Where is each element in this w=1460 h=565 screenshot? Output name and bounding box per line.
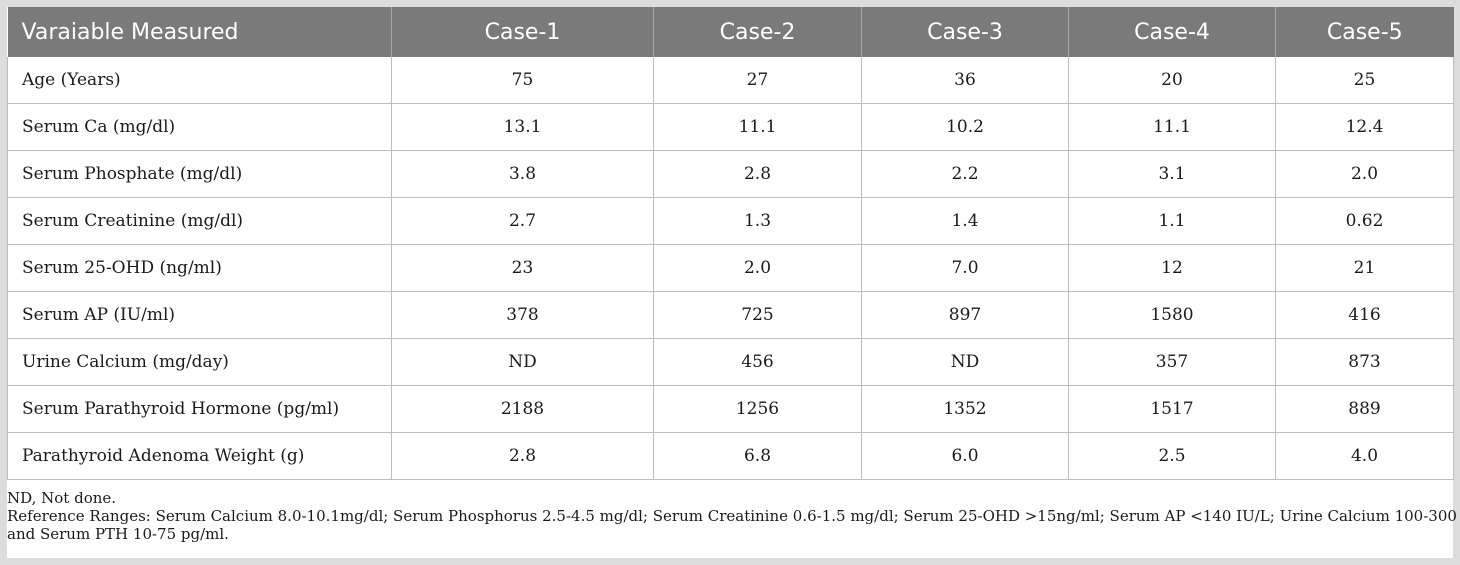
cell-case-5: 2.0 <box>1275 150 1454 198</box>
row-label: Age (Years) <box>7 57 392 104</box>
table-row: Serum Ca (mg/dl) 13.1 11.1 10.2 11.1 12.… <box>7 103 1454 151</box>
cell-case-4: 11.1 <box>1068 103 1276 151</box>
header-case-3: Case-3 <box>861 7 1069 57</box>
table-row: Serum Creatinine (mg/dl) 2.7 1.3 1.4 1.1… <box>7 197 1454 245</box>
table-row: Serum Parathyroid Hormone (pg/ml) 2188 1… <box>7 385 1454 433</box>
cell-case-1: 13.1 <box>391 103 654 151</box>
header-case-2: Case-2 <box>653 7 862 57</box>
row-label: Serum Parathyroid Hormone (pg/ml) <box>7 385 392 433</box>
row-label: Serum Ca (mg/dl) <box>7 103 392 151</box>
reference-ranges-note-continued: and Serum PTH 10-75 pg/ml. <box>7 525 229 543</box>
row-label: Serum Creatinine (mg/dl) <box>7 197 392 245</box>
lab-results-table: Varaiable Measured Case-1 Case-2 Case-3 … <box>7 7 1454 480</box>
reference-ranges-note: Reference Ranges: Serum Calcium 8.0-10.1… <box>7 507 1460 525</box>
header-variable: Varaiable Measured <box>7 7 392 57</box>
table-row: Urine Calcium (mg/day) ND 456 ND 357 873 <box>7 338 1454 386</box>
cell-case-1: 75 <box>391 57 654 104</box>
cell-case-5: 873 <box>1275 338 1454 386</box>
cell-case-5: 0.62 <box>1275 197 1454 245</box>
cell-case-2: 456 <box>653 338 862 386</box>
row-label: Serum Phosphate (mg/dl) <box>7 150 392 198</box>
row-label: Serum AP (IU/ml) <box>7 291 392 339</box>
cell-case-1: 2.8 <box>391 432 654 480</box>
table-footnotes: ND, Not done. Reference Ranges: Serum Ca… <box>7 489 1460 543</box>
row-label: Parathyroid Adenoma Weight (g) <box>7 432 392 480</box>
cell-case-4: 1.1 <box>1068 197 1276 245</box>
cell-case-1: 23 <box>391 244 654 292</box>
cell-case-2: 2.8 <box>653 150 862 198</box>
row-label: Urine Calcium (mg/day) <box>7 338 392 386</box>
cell-case-3: 1.4 <box>861 197 1069 245</box>
cell-case-1: ND <box>391 338 654 386</box>
cell-case-4: 12 <box>1068 244 1276 292</box>
cell-case-5: 4.0 <box>1275 432 1454 480</box>
cell-case-3: 6.0 <box>861 432 1069 480</box>
cell-case-3: ND <box>861 338 1069 386</box>
cell-case-5: 21 <box>1275 244 1454 292</box>
cell-case-3: 10.2 <box>861 103 1069 151</box>
cell-case-3: 36 <box>861 57 1069 104</box>
cell-case-2: 27 <box>653 57 862 104</box>
table-header-row: Varaiable Measured Case-1 Case-2 Case-3 … <box>7 7 1454 57</box>
table-row: Age (Years) 75 27 36 20 25 <box>7 57 1454 104</box>
cell-case-3: 897 <box>861 291 1069 339</box>
cell-case-1: 378 <box>391 291 654 339</box>
cell-case-2: 6.8 <box>653 432 862 480</box>
cell-case-4: 20 <box>1068 57 1276 104</box>
abbreviation-note: ND, Not done. <box>7 489 117 507</box>
row-label: Serum 25-OHD (ng/ml) <box>7 244 392 292</box>
cell-case-5: 416 <box>1275 291 1454 339</box>
cell-case-4: 1580 <box>1068 291 1276 339</box>
table-row: Serum AP (IU/ml) 378 725 897 1580 416 <box>7 291 1454 339</box>
header-case-4: Case-4 <box>1068 7 1276 57</box>
cell-case-1: 2.7 <box>391 197 654 245</box>
cell-case-3: 2.2 <box>861 150 1069 198</box>
cell-case-3: 7.0 <box>861 244 1069 292</box>
cell-case-4: 3.1 <box>1068 150 1276 198</box>
cell-case-4: 1517 <box>1068 385 1276 433</box>
cell-case-2: 1.3 <box>653 197 862 245</box>
cell-case-2: 725 <box>653 291 862 339</box>
cell-case-2: 2.0 <box>653 244 862 292</box>
cell-case-4: 2.5 <box>1068 432 1276 480</box>
header-case-5: Case-5 <box>1275 7 1454 57</box>
cell-case-3: 1352 <box>861 385 1069 433</box>
cell-case-2: 11.1 <box>653 103 862 151</box>
table-row: Serum 25-OHD (ng/ml) 23 2.0 7.0 12 21 <box>7 244 1454 292</box>
cell-case-5: 25 <box>1275 57 1454 104</box>
cell-case-4: 357 <box>1068 338 1276 386</box>
table-row: Serum Phosphate (mg/dl) 3.8 2.8 2.2 3.1 … <box>7 150 1454 198</box>
table-sheet: Varaiable Measured Case-1 Case-2 Case-3 … <box>7 7 1460 558</box>
cell-case-5: 12.4 <box>1275 103 1454 151</box>
cell-case-5: 889 <box>1275 385 1454 433</box>
cell-case-1: 3.8 <box>391 150 654 198</box>
cell-case-2: 1256 <box>653 385 862 433</box>
cell-case-1: 2188 <box>391 385 654 433</box>
table-row: Parathyroid Adenoma Weight (g) 2.8 6.8 6… <box>7 432 1454 480</box>
header-case-1: Case-1 <box>391 7 654 57</box>
